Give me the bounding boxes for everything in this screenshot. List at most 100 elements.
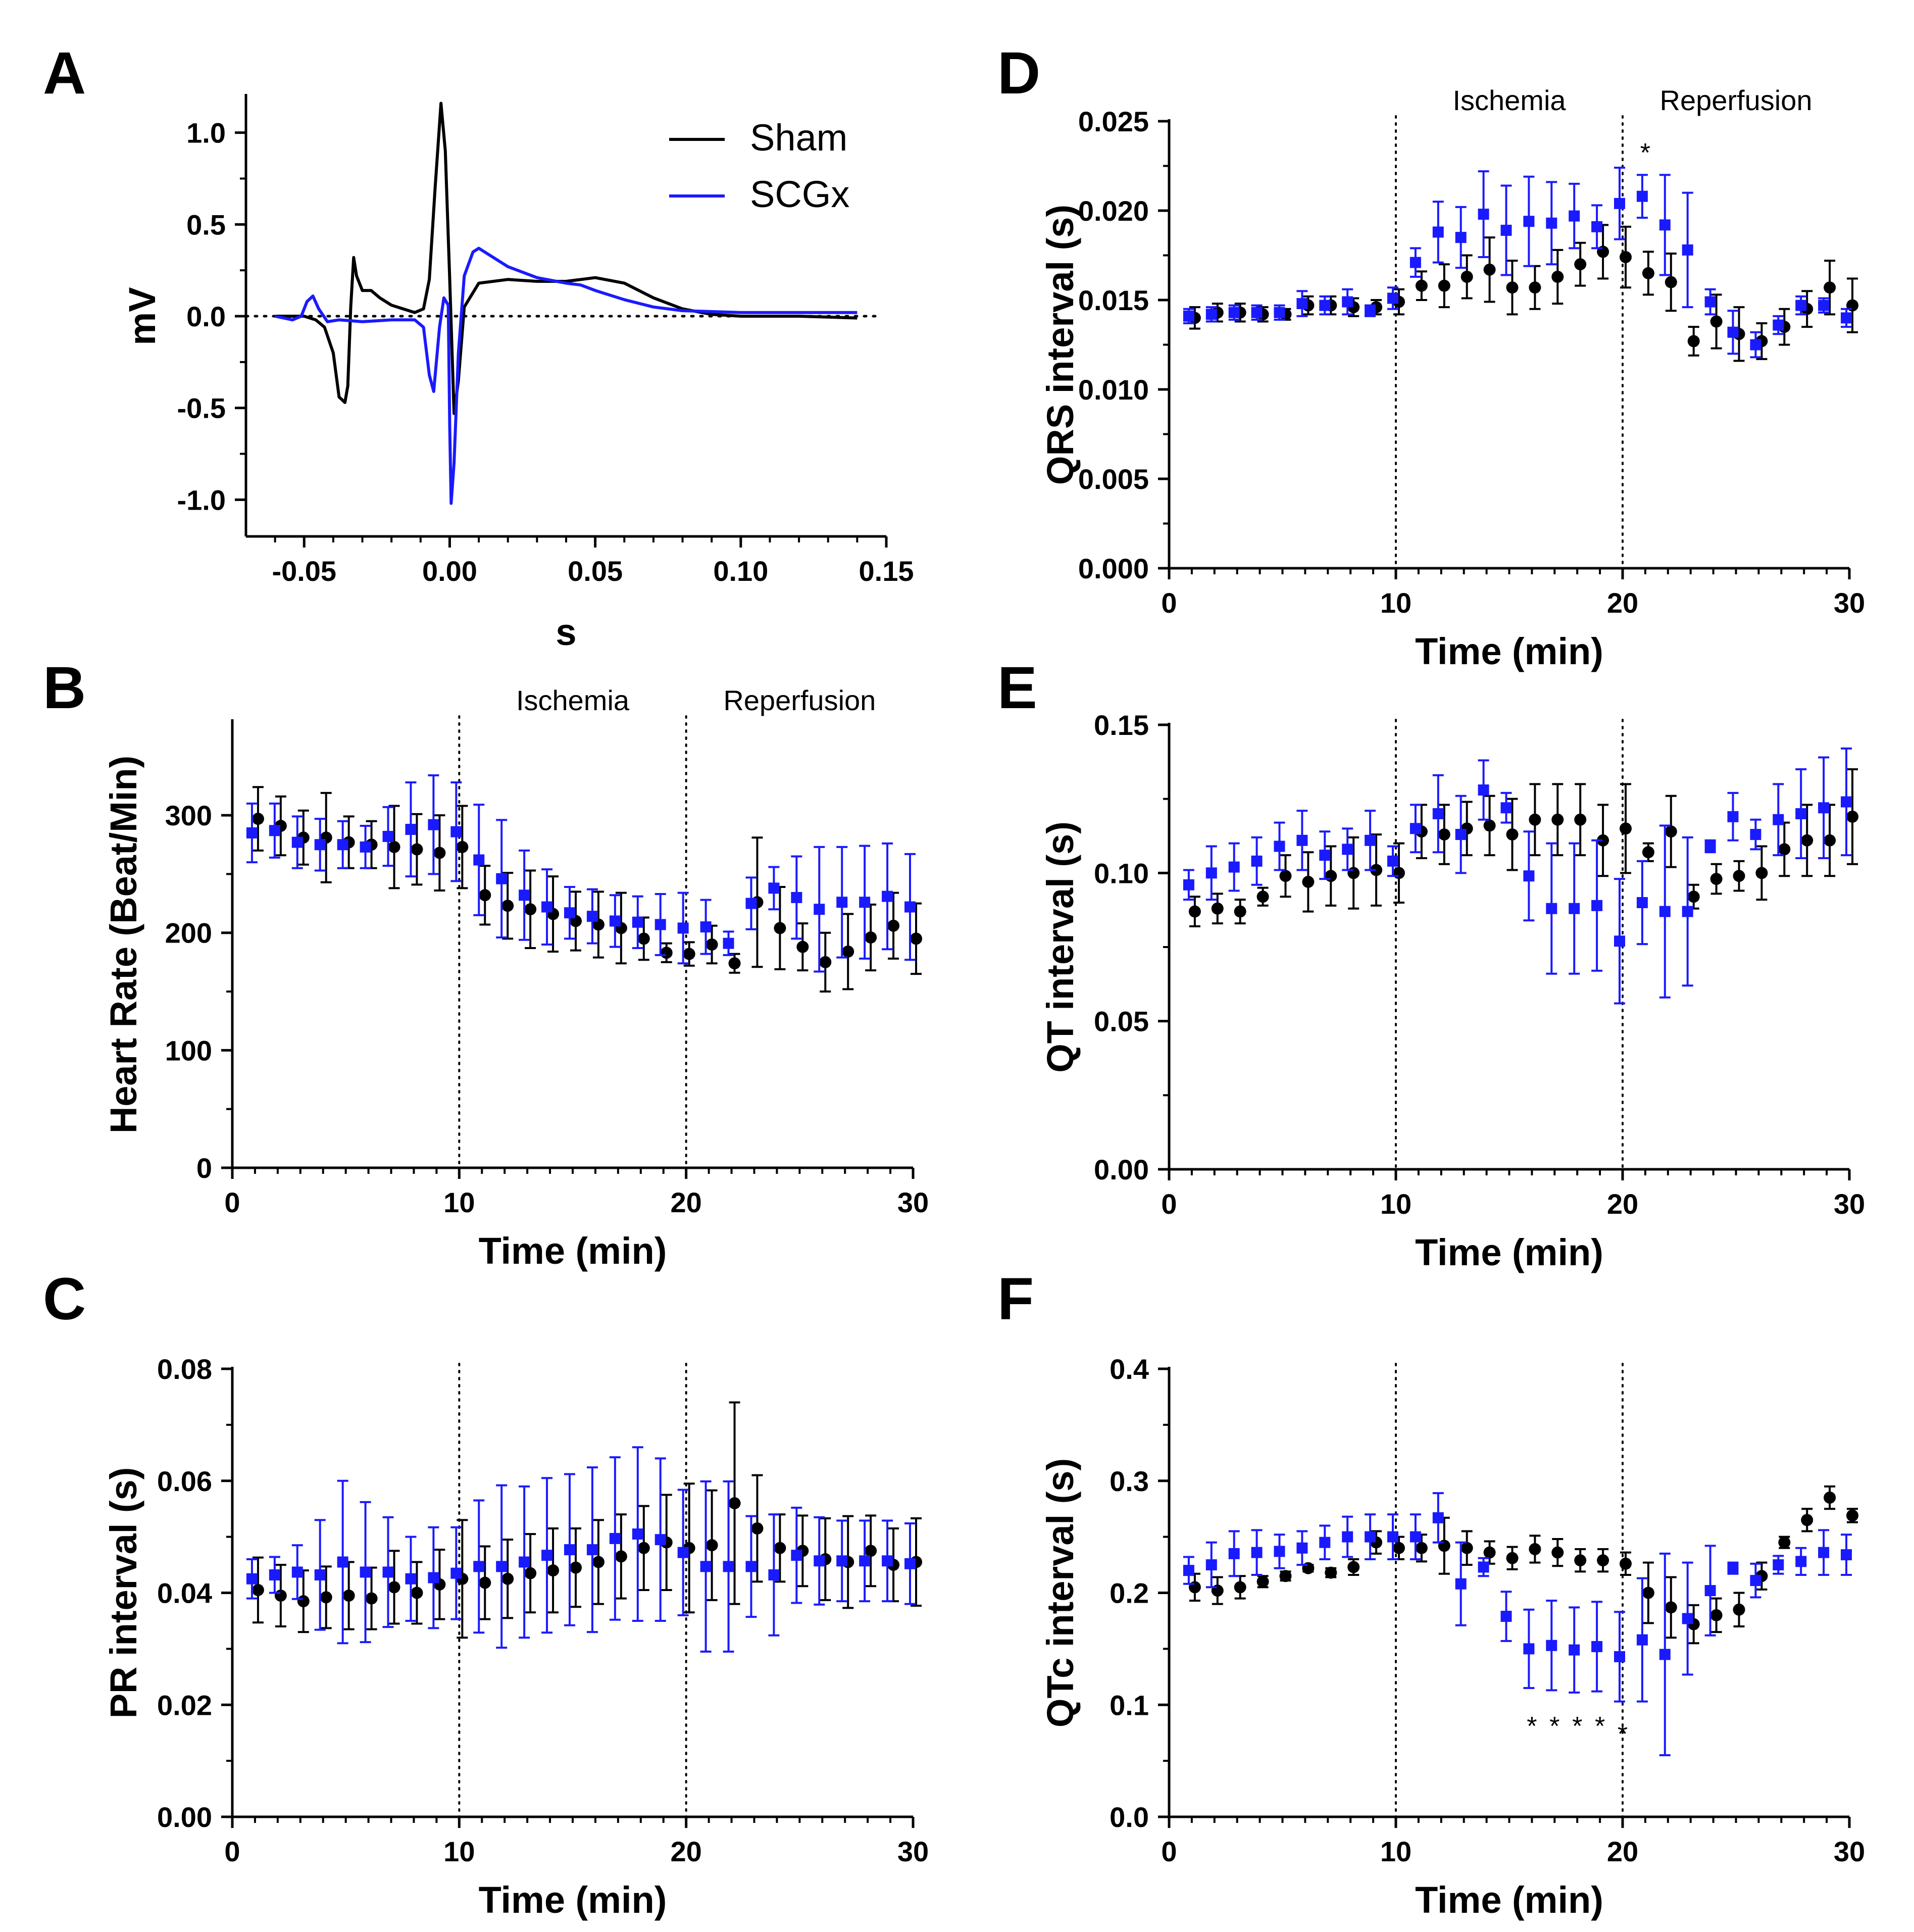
data-point-square <box>337 839 348 851</box>
data-point-circle <box>1551 1546 1564 1559</box>
data-point-square <box>1251 307 1263 318</box>
data-point-square <box>1342 1531 1353 1543</box>
data-point-square <box>1523 1643 1535 1655</box>
data-point-circle <box>1620 1557 1632 1570</box>
data-point-square <box>496 1561 508 1572</box>
x-axis-title: Time (min) <box>1415 630 1603 672</box>
phase-label-reperfusion: Reperfusion <box>1660 84 1812 116</box>
x-tick-label: 20 <box>1607 1836 1638 1867</box>
data-point-square <box>1319 1537 1331 1548</box>
x-tick-label: 0 <box>224 1186 240 1218</box>
data-point-circle <box>388 1581 400 1594</box>
data-point-circle <box>1574 258 1587 271</box>
series-sham <box>251 1401 922 1639</box>
data-point-circle <box>887 919 900 932</box>
significance-star: * <box>1595 1712 1605 1741</box>
data-point-circle <box>1279 1570 1292 1582</box>
data-point-square <box>1387 855 1398 867</box>
data-point-square <box>428 819 439 830</box>
data-point-circle <box>501 1572 514 1585</box>
legend-label-scgx: SCGx <box>750 173 849 215</box>
x-axis-title: Time (min) <box>1415 1231 1603 1273</box>
data-point-square <box>768 1569 780 1581</box>
data-point-square <box>791 891 802 903</box>
y-tick-label: 0.020 <box>1078 195 1149 227</box>
x-tick-label: 0.15 <box>859 555 914 587</box>
panel-letter: E <box>997 655 1037 721</box>
data-point-square <box>723 937 734 949</box>
data-point-circle <box>1438 828 1450 841</box>
panel-letter: C <box>43 1266 86 1332</box>
series-line-sham <box>275 102 858 415</box>
data-point-square <box>768 882 780 894</box>
x-tick-label: 20 <box>1607 1188 1638 1220</box>
y-tick-label: 0.000 <box>1078 553 1149 584</box>
x-tick-label: 20 <box>671 1836 702 1867</box>
data-point-circle <box>570 1561 582 1574</box>
data-point-circle <box>342 1590 355 1602</box>
data-point-circle <box>1710 315 1723 328</box>
data-point-square <box>1614 935 1625 947</box>
data-point-circle <box>1620 822 1632 835</box>
data-point-square <box>586 911 598 922</box>
data-point-square <box>791 1550 802 1561</box>
data-point-square <box>1183 879 1194 890</box>
phase-label-ischemia: Ischemia <box>516 684 630 716</box>
data-point-square <box>1409 1531 1421 1543</box>
x-tick-label: 0.00 <box>422 555 477 587</box>
data-point-square <box>1727 1562 1739 1574</box>
data-point-square <box>1205 309 1217 320</box>
data-point-circle <box>1483 263 1496 276</box>
data-point-square <box>246 1573 258 1584</box>
x-axis-title: s <box>556 611 576 653</box>
y-tick-label: 0.04 <box>157 1577 212 1609</box>
x-axis-title: Time (min) <box>479 1879 667 1921</box>
y-tick-label: 0.00 <box>1094 1154 1149 1185</box>
data-point-square <box>677 922 689 934</box>
data-point-circle <box>1574 813 1587 826</box>
data-point-circle <box>1755 867 1768 879</box>
y-tick-label: 300 <box>165 800 212 831</box>
data-point-circle <box>1778 843 1791 856</box>
data-point-square <box>1409 257 1421 268</box>
series-sham <box>1188 1485 1858 1645</box>
data-point-square <box>904 1558 916 1569</box>
significance-star: * <box>1527 1712 1537 1741</box>
data-point-square <box>1296 834 1308 846</box>
data-point-circle <box>365 1592 378 1605</box>
data-point-square <box>1274 307 1285 318</box>
data-point-square <box>1682 244 1693 256</box>
data-point-square <box>1432 808 1444 819</box>
data-point-circle <box>1211 902 1224 915</box>
data-point-square <box>700 1561 712 1572</box>
data-point-square <box>1818 802 1830 814</box>
axes: 0 10 20 30 0.0 0.1 0.2 0.3 0.4 <box>1110 1353 1865 1867</box>
x-tick-label: 10 <box>1380 587 1412 619</box>
series-sham <box>1188 768 1858 927</box>
data-point-square <box>1546 217 1557 229</box>
data-point-square <box>1274 1546 1285 1557</box>
data-point-circle <box>728 1497 741 1510</box>
data-point-square <box>1773 319 1784 331</box>
data-point-square <box>1841 312 1852 324</box>
data-point-square <box>1274 840 1285 852</box>
series-sham <box>251 786 922 993</box>
data-point-square <box>1773 814 1784 825</box>
data-point-circle <box>1665 1601 1677 1614</box>
data-point-square <box>291 1566 303 1578</box>
data-point-square <box>1342 844 1353 855</box>
data-point-circle <box>479 889 491 902</box>
data-point-circle <box>1642 1587 1654 1599</box>
data-point-square <box>1478 209 1489 220</box>
data-point-square <box>473 1561 485 1572</box>
data-point-circle <box>774 1542 786 1554</box>
data-point-square <box>541 901 553 913</box>
panel-letter: F <box>997 1266 1034 1332</box>
x-tick-label: -0.05 <box>272 555 336 587</box>
data-point-square <box>405 1573 417 1584</box>
data-point-square <box>1251 1547 1263 1558</box>
data-point-square <box>1455 232 1467 243</box>
data-point-circle <box>1234 1581 1246 1594</box>
data-point-circle <box>524 903 537 916</box>
